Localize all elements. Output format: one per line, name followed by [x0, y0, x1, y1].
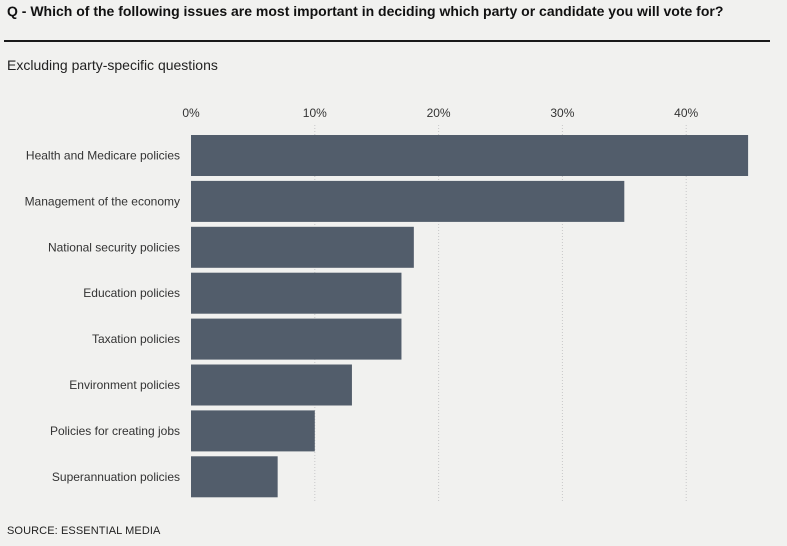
bar-chart: 0% 10% 20% 30% 40% Health and Medicare polici… — [25, 106, 749, 502]
bar — [191, 364, 352, 406]
bar — [191, 272, 402, 314]
x-tick-label: 40% — [674, 106, 698, 120]
x-tick-label: 0% — [182, 106, 200, 120]
source-note: SOURCE: ESSENTIAL MEDIA — [7, 525, 161, 537]
title-divider — [4, 40, 770, 42]
x-tick-label: 10% — [303, 106, 327, 120]
category-label: Taxation policies — [92, 332, 180, 346]
category-label: National security policies — [48, 240, 180, 254]
bar — [191, 318, 402, 360]
bar — [191, 180, 625, 222]
category-label: Superannuation policies — [52, 470, 180, 484]
bar — [191, 456, 278, 498]
bar — [191, 410, 315, 452]
x-tick-label: 20% — [427, 106, 451, 120]
bar — [191, 135, 749, 176]
category-label: Management of the economy — [25, 194, 180, 208]
chart-title: Q - Which of the following issues are mo… — [7, 3, 724, 19]
category-label: Education policies — [83, 286, 180, 300]
category-label: Environment policies — [69, 378, 180, 392]
bar — [191, 226, 414, 268]
x-tick-label: 30% — [550, 106, 574, 120]
category-label: Health and Medicare policies — [26, 149, 180, 163]
category-label: Policies for creating jobs — [50, 424, 180, 438]
chart-subtitle: Excluding party-specific questions — [7, 57, 218, 73]
